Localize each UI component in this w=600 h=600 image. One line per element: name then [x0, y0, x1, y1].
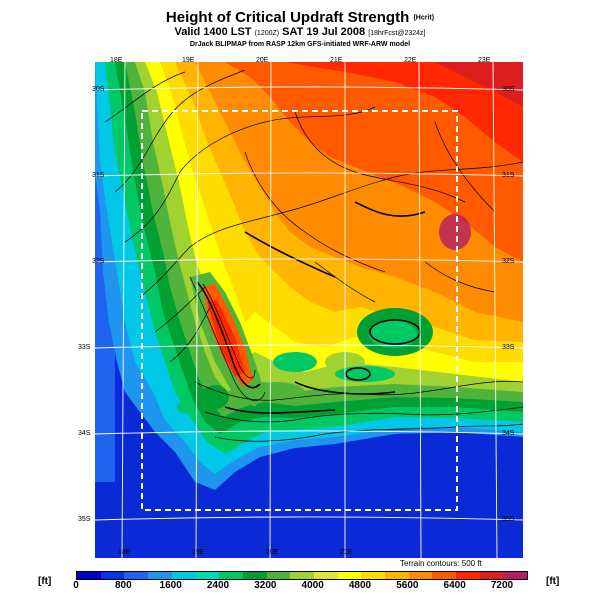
updraft-map	[95, 62, 523, 558]
colorbar-swatch	[408, 572, 433, 579]
source-line: DrJack BLIPMAP from RASP 12km GFS-initia…	[189, 41, 411, 48]
lon-label: 20E	[266, 549, 279, 556]
lat-label: 32S	[502, 258, 515, 265]
lat-label: 34S	[78, 430, 91, 437]
lat-label: 30S	[92, 86, 105, 93]
colorbar-swatch	[148, 572, 172, 579]
lon-label: 19E	[192, 549, 205, 556]
terrain-contour-note: Terrain contours: 500 ft	[400, 559, 482, 568]
colorbar-tick-label: 6400	[443, 580, 466, 591]
lon-label: 22E	[404, 57, 417, 64]
colorbar-tick-label: 1600	[159, 580, 182, 591]
colorbar-swatch	[503, 572, 528, 579]
lat-label: 30S	[502, 86, 515, 93]
colorbar-tick-label: 2400	[206, 580, 230, 591]
colorbar-unit-left: [ft]	[38, 576, 52, 587]
lat-label: 31S	[502, 172, 515, 179]
lon-label: 20E	[256, 57, 269, 64]
valid-time: Valid 1400 LST (1200Z) SAT 19 Jul 2008 […	[174, 26, 426, 38]
colorbar-tick-label: 3200	[254, 580, 277, 591]
colorbar-tick-label: 5600	[396, 580, 419, 591]
colorbar-swatch	[384, 572, 409, 579]
colorbar-swatch	[195, 572, 220, 579]
colorbar-swatch	[432, 572, 456, 579]
colorbar-swatch	[337, 572, 362, 579]
lon-label: 18E	[110, 57, 123, 64]
colorbar-swatch	[77, 572, 101, 579]
colorbar-swatch	[171, 572, 196, 579]
colorbar-swatch	[219, 572, 243, 579]
lat-label: 33S	[502, 344, 515, 351]
map-title: Height of Critical Updraft Strength (Hcr…	[165, 9, 435, 26]
colorbar-tick-label: 0	[73, 580, 79, 591]
lat-label: 34S	[502, 430, 515, 437]
lat-label: 33S	[78, 344, 91, 351]
title-unit: (Hcrit)	[413, 14, 435, 22]
colorbar-swatch	[266, 572, 291, 579]
colorbar-swatch	[100, 572, 125, 579]
colorbar-tick-label: 7200	[490, 580, 514, 591]
colorbar-tick-label: 4000	[301, 580, 324, 591]
colorbar-swatch	[479, 572, 504, 579]
lat-label: 35S	[78, 516, 91, 523]
lat-label: 35S	[502, 516, 515, 523]
colorbar-tick-label: 800	[114, 580, 132, 591]
colorbar	[76, 571, 528, 580]
lon-label: 19E	[182, 57, 195, 64]
lat-label: 31S	[92, 172, 105, 179]
colorbar-swatch	[124, 572, 149, 579]
colorbar-swatch	[313, 572, 338, 579]
colorbar-swatch	[242, 572, 267, 579]
colorbar-tick-label: 4800	[348, 580, 372, 591]
lon-label: 21E	[340, 549, 353, 556]
lon-label: 18E	[118, 549, 131, 556]
colorbar-swatch	[361, 572, 385, 579]
lon-label: 23E	[478, 57, 491, 64]
colorbar-unit-right: [ft]	[546, 576, 560, 587]
colorbar-swatch	[456, 572, 480, 579]
lat-label: 32S	[92, 258, 105, 265]
colorbar-swatch	[290, 572, 314, 579]
lon-label: 21E	[330, 57, 343, 64]
